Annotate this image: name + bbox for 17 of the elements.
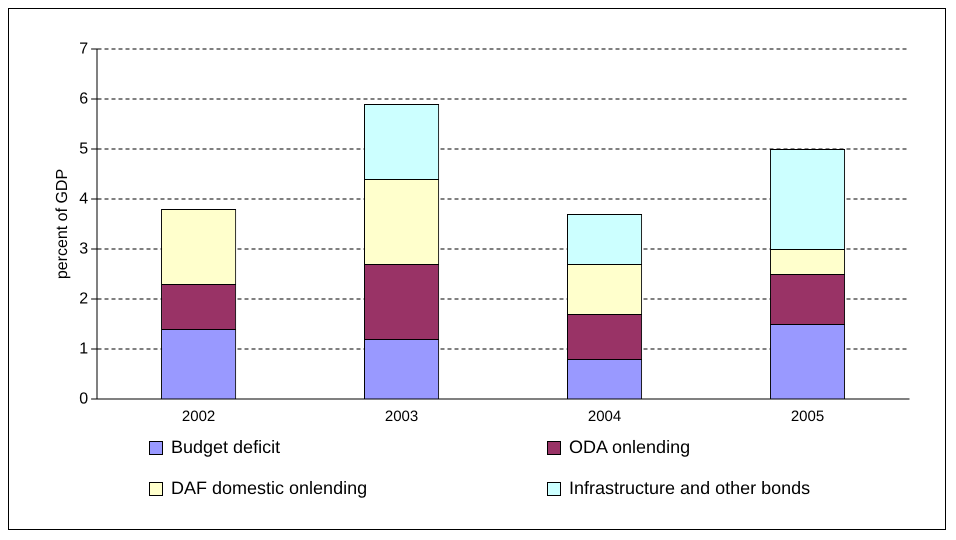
y-tick-label: 6 xyxy=(79,90,88,108)
y-tick-label: 3 xyxy=(79,240,88,258)
y-axis-title: percent of GDP xyxy=(54,168,72,280)
y-tick-label: 7 xyxy=(79,40,88,58)
legend-label: DAF domestic onlending xyxy=(171,478,368,499)
x-tick-label: 2005 xyxy=(790,408,824,426)
x-tick-label: 2004 xyxy=(588,408,622,426)
y-tick-label: 2 xyxy=(79,290,88,308)
x-tick-label: 2003 xyxy=(384,408,418,426)
legend-label: Budget deficit xyxy=(171,437,280,458)
y-tick-label: 5 xyxy=(79,140,88,158)
x-tick-label: 2002 xyxy=(182,408,216,426)
y-tick-label: 1 xyxy=(79,340,88,358)
y-tick-label: 0 xyxy=(79,390,88,408)
legend-label: Infrastructure and other bonds xyxy=(569,478,810,499)
y-tick-label: 4 xyxy=(79,190,88,208)
legend-label: ODA onlending xyxy=(569,437,690,458)
